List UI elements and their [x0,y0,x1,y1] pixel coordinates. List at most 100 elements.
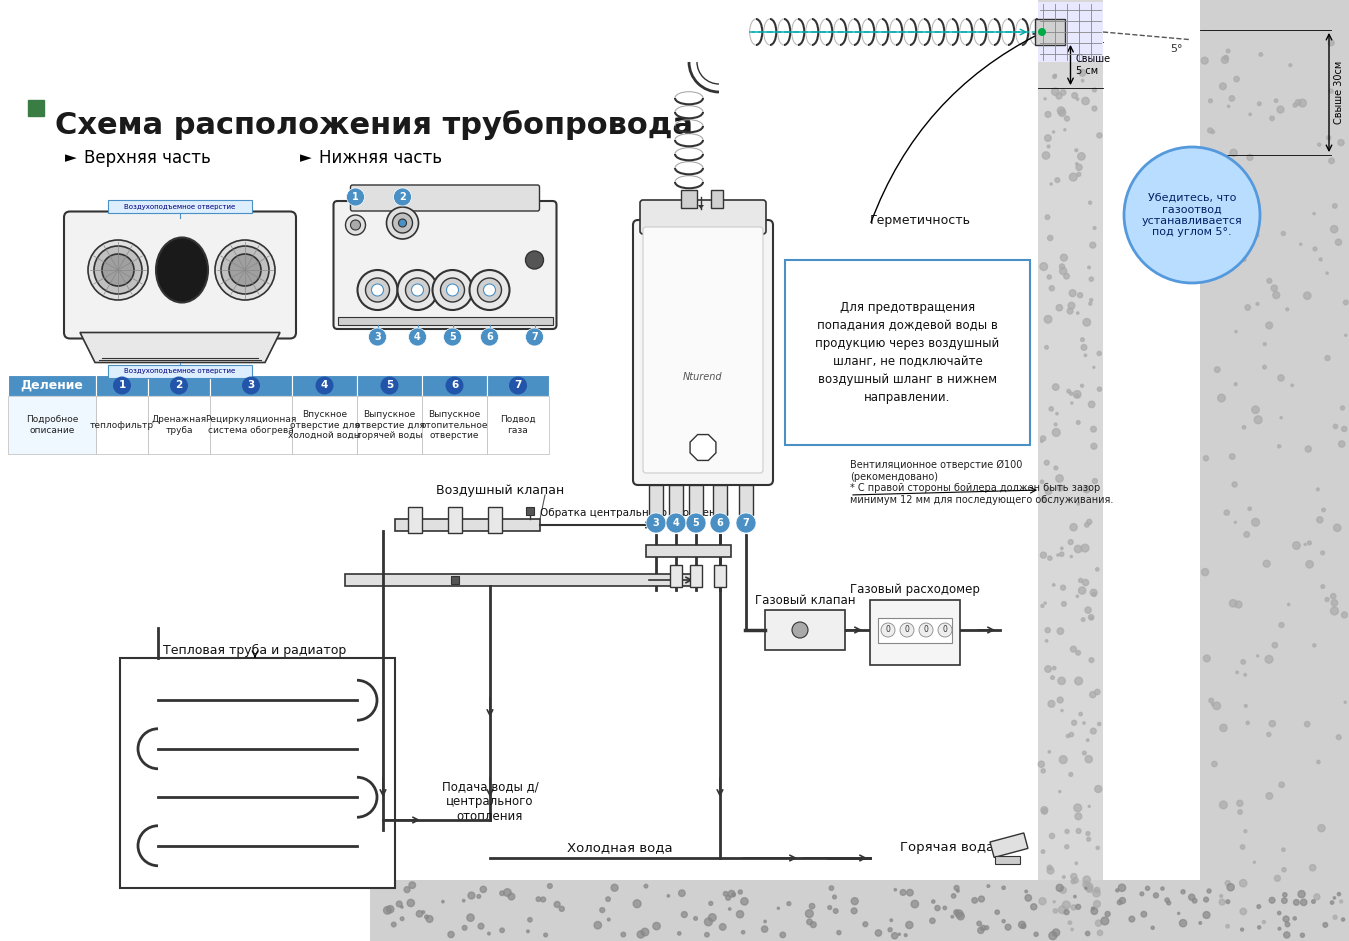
Text: Воздухоподъемное отверстие: Воздухоподъемное отверстие [124,203,236,210]
Circle shape [1256,302,1259,305]
Circle shape [1059,16,1067,24]
Circle shape [1005,924,1010,930]
Circle shape [1244,705,1248,708]
FancyBboxPatch shape [333,201,557,329]
Circle shape [487,933,490,935]
Polygon shape [697,205,704,209]
FancyBboxPatch shape [643,227,764,473]
Circle shape [1090,242,1095,248]
Circle shape [1083,318,1090,327]
Circle shape [480,328,499,346]
Circle shape [641,928,649,936]
Text: Верхняя часть: Верхняя часть [84,149,210,167]
Circle shape [611,885,618,891]
Circle shape [977,921,982,926]
Text: Тепловая труба и радиатор: Тепловая труба и радиатор [163,644,347,657]
Bar [28,100,45,116]
Circle shape [1086,739,1089,742]
Circle shape [1094,690,1099,694]
Bar [395,519,540,531]
Circle shape [393,213,413,233]
Circle shape [1167,901,1171,905]
Circle shape [1077,172,1081,176]
Bar [689,565,701,587]
Circle shape [1059,790,1060,792]
Circle shape [468,892,475,899]
Circle shape [777,907,780,909]
Circle shape [1082,79,1085,82]
Circle shape [1045,111,1051,118]
Circle shape [463,925,467,931]
Circle shape [1188,894,1195,901]
Circle shape [1236,671,1238,674]
Circle shape [1085,887,1087,889]
Circle shape [1054,423,1058,426]
Circle shape [1207,889,1211,893]
Circle shape [1052,583,1055,586]
Text: 1: 1 [119,380,125,391]
Bar [765,610,844,650]
Circle shape [1090,589,1097,596]
Circle shape [441,278,464,302]
Bar [1037,0,1103,941]
Circle shape [1203,455,1209,461]
Circle shape [1246,154,1253,160]
Bar [1037,2,1103,62]
Circle shape [1045,487,1052,495]
Circle shape [594,921,602,929]
Circle shape [1094,887,1099,893]
Circle shape [1048,751,1051,753]
Circle shape [1201,57,1209,64]
Circle shape [1075,163,1078,165]
Circle shape [1256,233,1259,237]
Circle shape [1040,480,1044,484]
Circle shape [480,886,487,892]
Circle shape [737,513,755,533]
Circle shape [723,891,728,896]
Circle shape [677,932,681,935]
Circle shape [1077,502,1079,505]
Circle shape [1041,604,1044,608]
Circle shape [1303,292,1311,299]
Circle shape [409,882,415,888]
Circle shape [1240,908,1246,915]
Circle shape [1283,916,1290,922]
Circle shape [1070,392,1072,395]
Text: теплофильтр: теплофильтр [90,421,154,429]
Circle shape [1054,901,1055,902]
Circle shape [1097,846,1099,850]
Circle shape [1331,599,1338,606]
Circle shape [398,219,406,227]
Circle shape [1117,900,1122,904]
Circle shape [509,376,527,394]
Circle shape [1091,106,1097,111]
Circle shape [1085,522,1089,527]
Circle shape [1075,813,1082,820]
Circle shape [1263,343,1267,345]
Circle shape [1313,247,1317,251]
Text: Свыше
5 см: Свыше 5 см [1075,55,1110,76]
Circle shape [1245,305,1251,311]
Text: 3: 3 [247,380,255,391]
Circle shape [742,931,745,933]
Bar [422,375,487,396]
Circle shape [1218,394,1225,402]
Circle shape [1054,74,1056,77]
Polygon shape [691,435,716,460]
Circle shape [1234,383,1237,386]
Circle shape [1334,524,1341,532]
Circle shape [1081,384,1083,388]
Circle shape [666,513,687,533]
Circle shape [1062,601,1066,606]
Circle shape [1278,445,1280,448]
Circle shape [1311,900,1315,903]
Bar [714,485,727,515]
Circle shape [1094,41,1102,49]
Circle shape [447,284,459,296]
Circle shape [809,903,815,909]
Bar [148,396,210,454]
Circle shape [710,513,730,533]
Circle shape [397,901,402,907]
Circle shape [1047,47,1050,49]
Text: ►: ► [65,151,77,166]
